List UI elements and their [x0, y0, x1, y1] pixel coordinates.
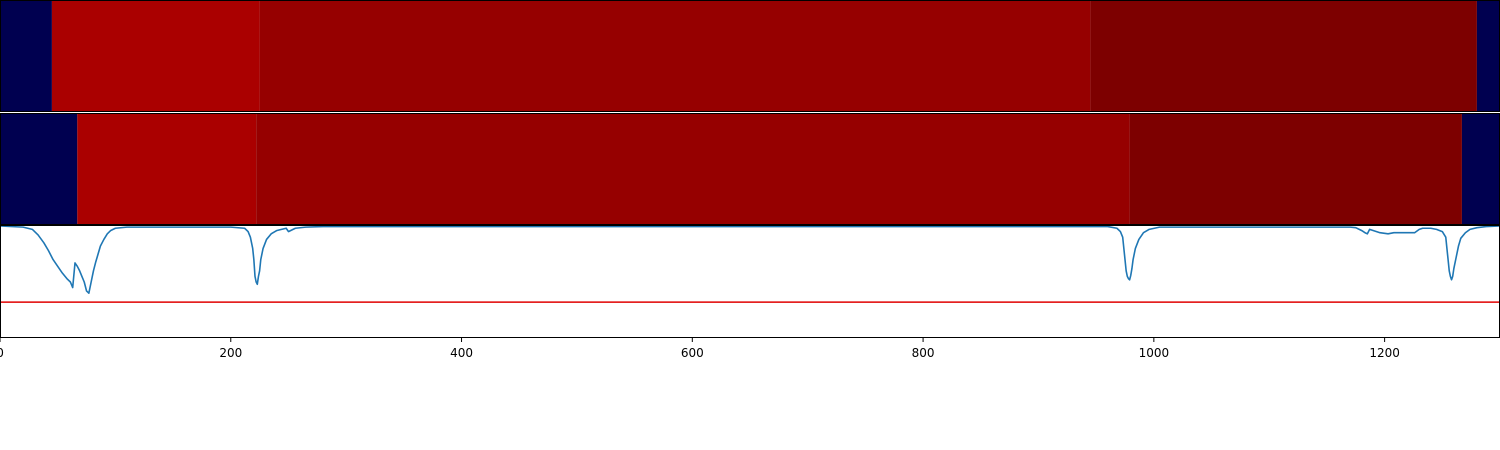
track-1-segment-2 — [51, 0, 260, 112]
track-1-segment-4 — [1090, 0, 1477, 112]
track-2-segment-5 — [1461, 113, 1500, 225]
x-tick-label: 200 — [219, 346, 242, 360]
track-2 — [0, 112, 1500, 225]
x-tick-label: 1000 — [1139, 346, 1170, 360]
x-tick-label: 600 — [681, 346, 704, 360]
track-2-segment-4 — [1129, 113, 1462, 225]
signal-line — [0, 225, 1500, 294]
track-2-segment-1 — [0, 113, 78, 225]
x-tick-label: 400 — [450, 346, 473, 360]
signal-panel — [0, 225, 1500, 338]
track-1 — [0, 0, 1500, 112]
track-1-segment-3 — [259, 0, 1091, 112]
track-2-segment-2 — [77, 113, 257, 225]
track-1-segment-5 — [1476, 0, 1500, 112]
x-tick-label: 800 — [912, 346, 935, 360]
x-tick-label: 0 — [0, 346, 4, 360]
x-tick-label: 1200 — [1369, 346, 1400, 360]
x-axis: 0 200 400 600 800 1000 1200 — [0, 338, 1400, 360]
track-1-segment-1 — [0, 0, 52, 112]
signal-panel-background — [0, 226, 1500, 338]
track-2-segment-3 — [256, 113, 1130, 225]
